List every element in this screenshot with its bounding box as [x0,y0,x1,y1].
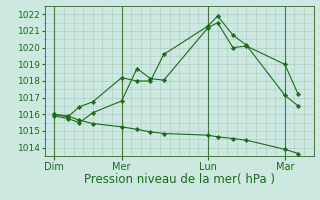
X-axis label: Pression niveau de la mer( hPa ): Pression niveau de la mer( hPa ) [84,173,275,186]
